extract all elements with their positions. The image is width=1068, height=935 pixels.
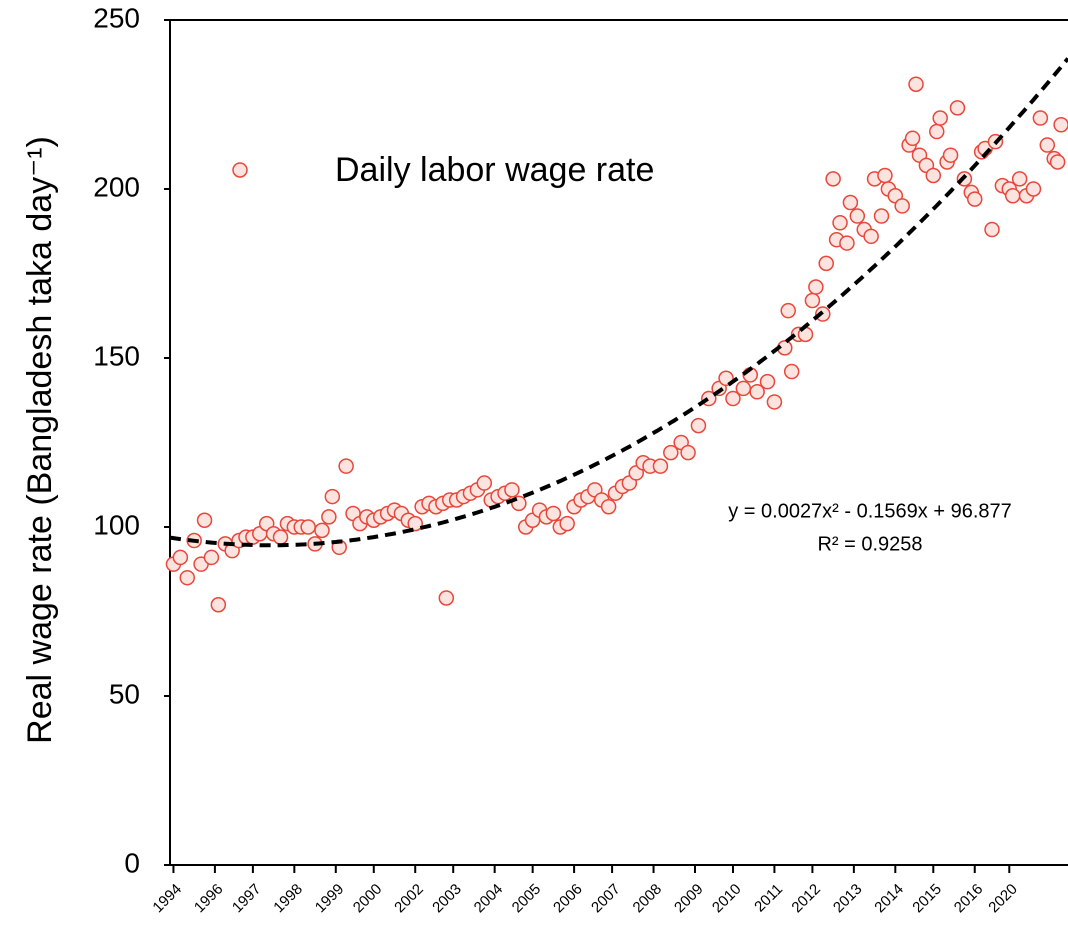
x-tick-label: 2016 (951, 881, 987, 917)
x-tick-label: 2012 (788, 881, 824, 917)
x-tick-label: 2005 (509, 881, 545, 917)
data-point (966, 191, 983, 207)
x-tick-label: 2004 (471, 881, 507, 917)
data-point (1004, 188, 1021, 204)
data-point (652, 458, 669, 474)
data-point (407, 515, 423, 532)
data-point (780, 302, 796, 319)
x-tick-label: 2013 (830, 881, 866, 917)
data-point (272, 529, 289, 545)
data-point (818, 255, 834, 272)
data-point (210, 596, 227, 613)
x-tick-label: 1998 (270, 881, 306, 917)
data-point (476, 475, 493, 491)
trend-line (169, 57, 1068, 548)
data-point (949, 100, 966, 116)
x-tick-label: 2000 (350, 881, 386, 917)
x-tick-label: 1996 (191, 881, 227, 917)
data-point (832, 215, 848, 231)
legend-label: Daily labor wage rate (335, 151, 654, 189)
data-point (1039, 137, 1056, 153)
x-tick-label: 2015 (909, 881, 945, 917)
data-point (321, 509, 337, 525)
data-point (504, 482, 520, 498)
data-point (766, 394, 783, 410)
data-point (1049, 154, 1066, 170)
data-point (1011, 171, 1028, 187)
data-point (338, 458, 354, 474)
data-point (690, 417, 707, 434)
data-point (929, 123, 945, 140)
data-point (314, 522, 330, 539)
y-axis-label: Real wage rate (Bangladesh taka day⁻¹) (21, 136, 59, 744)
data-point (1025, 181, 1042, 197)
data-point (179, 569, 196, 586)
data-point (1053, 117, 1068, 133)
data-point (438, 590, 455, 606)
data-point (839, 235, 855, 251)
x-tick-label: 2009 (671, 881, 707, 917)
x-tick-label: 2011 (751, 881, 786, 916)
data-point (904, 130, 921, 147)
data-point (942, 147, 959, 163)
data-point (877, 167, 893, 184)
data-point (808, 279, 824, 295)
data-point (680, 444, 696, 461)
data-point (172, 549, 189, 566)
data-point (559, 515, 575, 532)
x-tick-label: 2010 (709, 881, 745, 917)
data-point (324, 488, 341, 505)
trend-r2: R² = 0.9258 (817, 533, 922, 555)
data-point (863, 228, 879, 245)
x-tick-label: 2002 (391, 881, 427, 917)
data-point (984, 221, 1000, 238)
data-point (759, 373, 776, 390)
data-point (600, 498, 617, 515)
data-point (545, 505, 562, 522)
x-tick-label: 2006 (550, 881, 586, 917)
y-tick-label: 200 (93, 171, 140, 202)
y-tick-label: 0 (124, 847, 140, 878)
data-point (725, 390, 741, 407)
data-point (849, 208, 866, 224)
x-tick-label: 2007 (588, 881, 624, 917)
data-point (932, 110, 948, 126)
legend-marker (232, 162, 248, 178)
x-tick-label: 2003 (429, 881, 465, 917)
x-tick-label: 2020 (985, 881, 1021, 917)
data-point (203, 549, 220, 566)
data-point (908, 76, 924, 92)
data-point (1032, 110, 1049, 126)
data-point (873, 208, 890, 224)
data-point (804, 292, 821, 309)
data-point (894, 198, 910, 214)
y-tick-label: 50 (109, 678, 140, 709)
data-point (783, 363, 800, 380)
data-point (925, 167, 942, 184)
x-tick-label: 2014 (871, 881, 907, 917)
data-point (300, 519, 316, 535)
x-tick-label: 1999 (312, 881, 348, 917)
data-point (196, 512, 213, 528)
y-tick-label: 100 (93, 509, 140, 540)
x-tick-label: 2008 (630, 881, 666, 917)
x-tick-label: 1997 (229, 881, 265, 917)
data-point (663, 444, 679, 461)
y-tick-label: 250 (93, 2, 140, 33)
x-tick-label: 1994 (149, 881, 185, 917)
data-point (735, 380, 752, 397)
trend-equation: y = 0.0027x² - 0.1569x + 96.877 (728, 500, 1012, 522)
data-point (749, 384, 765, 400)
y-tick-label: 150 (93, 340, 140, 371)
data-point (842, 194, 859, 211)
data-point (825, 171, 841, 187)
